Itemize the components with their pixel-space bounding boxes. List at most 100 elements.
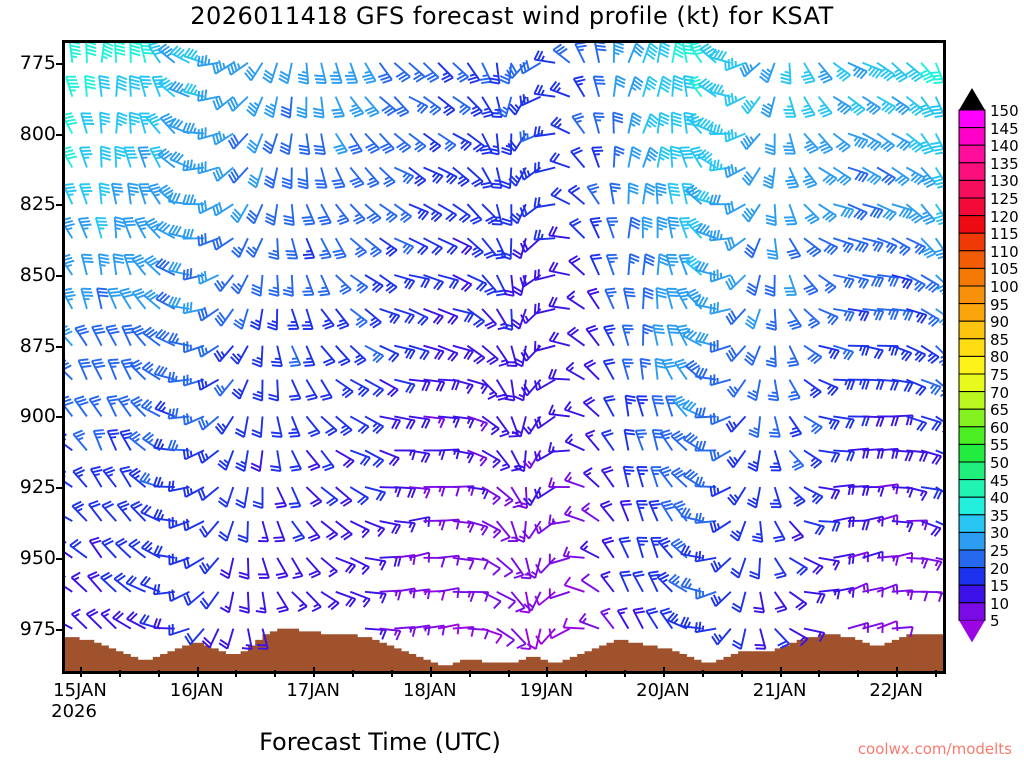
x-axis-tick-mark (313, 667, 316, 677)
wind-barb (128, 538, 147, 559)
wind-barb (452, 415, 475, 429)
wind-barb (423, 237, 443, 256)
wind-barb (251, 416, 264, 439)
wind-barb (87, 571, 103, 593)
wind-barb (695, 222, 717, 240)
wind-barb (533, 50, 556, 64)
wind-barb (660, 499, 675, 522)
wind-barb (238, 591, 250, 614)
wind-barb (379, 237, 398, 257)
wind-barb (197, 486, 220, 502)
wind-barb (423, 378, 446, 392)
wind-barb (672, 500, 688, 522)
wind-barb (138, 75, 152, 97)
wind-barb (491, 203, 503, 226)
wind-barb (686, 288, 703, 310)
wind-barb (935, 378, 943, 399)
wind-barb (496, 557, 514, 578)
wind-barb (251, 274, 264, 297)
wind-barb (349, 378, 370, 398)
wind-barb (452, 203, 471, 223)
wind-barb (550, 187, 571, 206)
wind-barb (741, 166, 761, 186)
wind-barb (214, 308, 235, 327)
wind-barb (408, 415, 431, 429)
wind-barb (143, 289, 161, 310)
wind-barb (833, 203, 855, 219)
wind-barb (287, 308, 300, 330)
colorbar-band (958, 549, 986, 569)
wind-barb (563, 505, 585, 522)
wind-barb (65, 470, 73, 488)
wind-barb (847, 274, 870, 289)
wind-barb (182, 374, 205, 387)
wind-barb (533, 302, 556, 315)
wind-barb (452, 307, 475, 323)
wind-barb (283, 204, 295, 227)
wind-barb (197, 306, 220, 322)
wind-barb (708, 124, 731, 136)
wind-barb (298, 133, 311, 156)
colorbar-tick-label: 65 (990, 401, 1010, 420)
wind-barb (642, 146, 659, 168)
wind-barb (297, 167, 309, 190)
wind-barb (548, 627, 571, 640)
x-axis-minor-tick (468, 670, 471, 677)
y-axis-tick-label: 775 (19, 51, 56, 74)
wind-barb (313, 133, 326, 156)
wind-barb (408, 486, 431, 499)
wind-barb (933, 237, 943, 260)
wind-barb (280, 96, 293, 119)
wind-barb (753, 591, 765, 614)
wind-barb (708, 229, 731, 242)
wind-barb (818, 486, 841, 500)
wind-barb (817, 96, 833, 118)
wind-barb (246, 96, 264, 117)
wind-barb (467, 378, 489, 395)
wind-barb (635, 500, 648, 522)
wind-barb (548, 588, 571, 600)
wind-barb (929, 96, 943, 119)
x-axis-tick-mark (196, 667, 199, 677)
colorbar-band (958, 267, 986, 287)
wind-barb (139, 575, 161, 593)
wind-barb (582, 467, 600, 488)
wind-barb (335, 590, 357, 608)
wind-barb (467, 520, 489, 536)
wind-barb (724, 128, 746, 143)
wind-barb (481, 237, 497, 259)
wind-barb (494, 274, 507, 297)
wind-barb (935, 520, 943, 526)
wind-barb (520, 378, 542, 397)
y-axis-tick-mark (56, 274, 65, 277)
wind-barb (876, 620, 899, 632)
wind-barb (167, 371, 190, 383)
y-axis: 775 800 825 850 875 900 925 950 975 (0, 40, 65, 674)
wind-barb (502, 308, 514, 331)
wind-barb (786, 237, 802, 260)
wind-barb (519, 59, 542, 75)
wind-barb (656, 216, 668, 239)
wind-barb (364, 96, 380, 118)
wind-barb (632, 570, 645, 593)
wind-barb (568, 255, 586, 276)
wind-barb (694, 440, 717, 452)
wind-barb (213, 274, 235, 292)
wind-barb (467, 274, 488, 292)
wind-barb (141, 361, 161, 381)
colorbar-band (958, 250, 986, 269)
wind-barb (533, 125, 556, 138)
wind-barb (65, 541, 73, 559)
wind-barb (169, 80, 190, 98)
wind-barb (833, 449, 856, 462)
wind-barb (862, 166, 882, 186)
wind-barb (134, 216, 149, 239)
wind-barb (273, 520, 286, 543)
wind-barb (933, 203, 943, 226)
wind-barb (599, 500, 615, 522)
wind-barb (522, 486, 542, 507)
wind-barb (129, 359, 147, 381)
wind-barb (122, 217, 136, 239)
wind-barb (65, 146, 78, 168)
colorbar-band (958, 197, 986, 217)
